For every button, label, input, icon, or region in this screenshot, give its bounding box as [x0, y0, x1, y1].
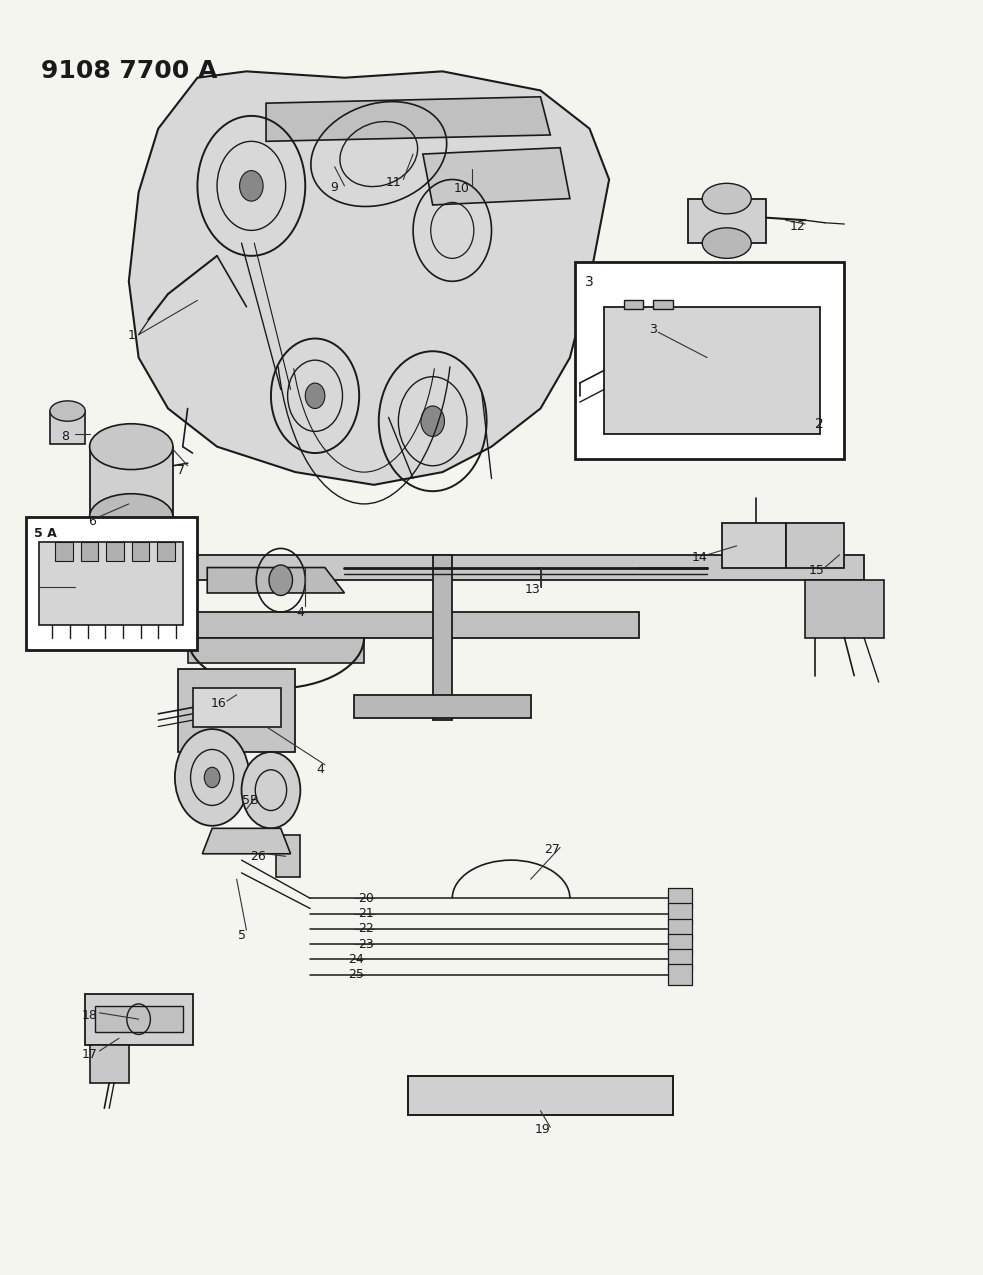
- Text: 3: 3: [650, 323, 658, 337]
- Text: 19: 19: [535, 1123, 550, 1136]
- Ellipse shape: [50, 400, 86, 421]
- Polygon shape: [157, 542, 175, 561]
- Circle shape: [421, 405, 444, 436]
- Polygon shape: [188, 555, 864, 580]
- Polygon shape: [667, 889, 692, 909]
- Text: 23: 23: [358, 937, 374, 951]
- Text: 4: 4: [316, 764, 324, 776]
- Text: 22: 22: [358, 922, 374, 936]
- Text: 10: 10: [454, 182, 470, 195]
- Polygon shape: [605, 307, 820, 434]
- Polygon shape: [89, 446, 173, 516]
- Polygon shape: [408, 1076, 672, 1114]
- Text: 18: 18: [82, 1009, 97, 1021]
- Ellipse shape: [702, 184, 751, 214]
- Bar: [575, 263, 844, 459]
- Polygon shape: [81, 542, 98, 561]
- Polygon shape: [266, 97, 550, 142]
- Text: 21: 21: [358, 907, 374, 921]
- Text: 12: 12: [789, 221, 805, 233]
- Circle shape: [204, 768, 220, 788]
- Polygon shape: [132, 542, 149, 561]
- Polygon shape: [94, 1006, 183, 1031]
- Polygon shape: [89, 1044, 129, 1082]
- Polygon shape: [106, 542, 124, 561]
- Text: 5: 5: [238, 928, 246, 942]
- Text: 2: 2: [815, 417, 824, 431]
- Circle shape: [269, 565, 293, 595]
- Polygon shape: [188, 638, 364, 663]
- Polygon shape: [687, 199, 766, 244]
- Polygon shape: [276, 835, 301, 877]
- Ellipse shape: [702, 228, 751, 259]
- Text: 25: 25: [348, 968, 364, 982]
- Polygon shape: [85, 993, 193, 1044]
- Polygon shape: [624, 301, 644, 310]
- Text: 16: 16: [211, 697, 227, 710]
- Text: 1: 1: [128, 329, 136, 343]
- Polygon shape: [667, 949, 692, 969]
- Text: 14: 14: [691, 551, 707, 564]
- Polygon shape: [785, 523, 844, 567]
- Text: 9: 9: [330, 181, 338, 194]
- Text: 24: 24: [348, 952, 364, 966]
- Ellipse shape: [89, 493, 173, 539]
- Polygon shape: [55, 542, 73, 561]
- Polygon shape: [188, 612, 639, 638]
- Text: 5B: 5B: [242, 794, 259, 807]
- Polygon shape: [38, 542, 183, 625]
- Text: 6: 6: [87, 515, 95, 528]
- Circle shape: [242, 752, 301, 829]
- Polygon shape: [202, 829, 291, 854]
- Text: 15: 15: [809, 564, 825, 576]
- Text: 26: 26: [251, 850, 266, 863]
- Polygon shape: [178, 669, 296, 752]
- Polygon shape: [423, 148, 570, 205]
- Circle shape: [175, 729, 250, 826]
- Circle shape: [240, 171, 263, 201]
- Polygon shape: [129, 71, 609, 484]
- Polygon shape: [667, 919, 692, 938]
- Polygon shape: [433, 555, 452, 720]
- Text: 3: 3: [585, 275, 594, 289]
- Text: 27: 27: [545, 844, 560, 857]
- Text: 17: 17: [82, 1048, 97, 1061]
- Text: 8: 8: [61, 430, 69, 442]
- Bar: [26, 516, 198, 650]
- Text: 9108 7700 A: 9108 7700 A: [40, 59, 217, 83]
- Text: 13: 13: [525, 583, 541, 595]
- Text: 20: 20: [358, 891, 374, 905]
- Polygon shape: [805, 580, 884, 638]
- Polygon shape: [193, 688, 281, 727]
- Polygon shape: [667, 964, 692, 984]
- Polygon shape: [50, 411, 85, 444]
- Polygon shape: [667, 904, 692, 924]
- Polygon shape: [667, 933, 692, 954]
- Ellipse shape: [89, 423, 173, 469]
- Polygon shape: [354, 695, 531, 718]
- Circle shape: [306, 382, 324, 408]
- Polygon shape: [207, 567, 344, 593]
- Text: 5 A: 5 A: [33, 527, 56, 539]
- Text: 11: 11: [385, 176, 401, 189]
- Text: 7: 7: [177, 464, 185, 477]
- Polygon shape: [722, 523, 785, 567]
- Text: 4: 4: [297, 606, 305, 618]
- Polygon shape: [654, 301, 672, 310]
